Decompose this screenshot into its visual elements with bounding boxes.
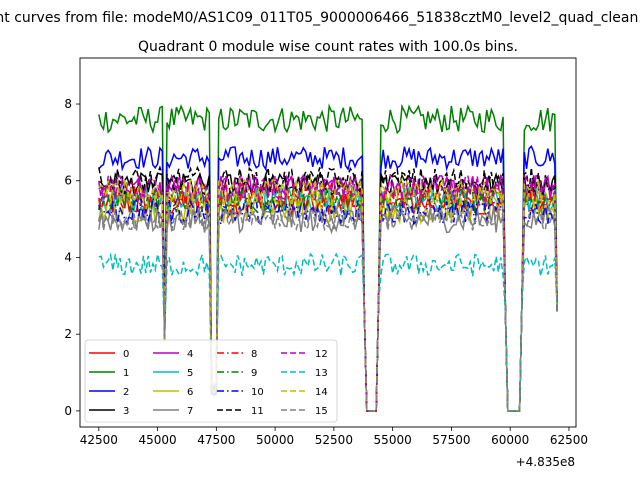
legend-box bbox=[84, 339, 338, 423]
series-line-9 bbox=[98, 184, 558, 412]
x-tick-label: 42500 bbox=[80, 433, 118, 447]
series-line-7 bbox=[98, 204, 558, 412]
legend-label-0: 0 bbox=[123, 349, 129, 360]
legend-label-12: 12 bbox=[315, 349, 328, 360]
legend-label-9: 9 bbox=[251, 368, 257, 379]
chart-title: Quadrant 0 module wise count rates with … bbox=[138, 39, 518, 55]
series-line-2 bbox=[98, 144, 558, 412]
legend-label-2: 2 bbox=[123, 387, 129, 398]
x-tick-label: 60000 bbox=[491, 433, 529, 447]
series-line-14 bbox=[98, 176, 558, 412]
series-line-15 bbox=[98, 205, 558, 412]
y-tick-label: 0 bbox=[64, 404, 72, 418]
series-line-12 bbox=[98, 172, 558, 412]
y-tick-label: 4 bbox=[64, 250, 72, 264]
legend-label-6: 6 bbox=[187, 387, 193, 398]
y-tick-label: 2 bbox=[64, 327, 72, 341]
legend-label-14: 14 bbox=[315, 387, 328, 398]
series-line-13 bbox=[98, 252, 558, 412]
legend-label-7: 7 bbox=[187, 406, 193, 417]
plot-frame bbox=[79, 57, 577, 428]
x-tick-label: 52500 bbox=[315, 433, 353, 447]
y-axis: 0 2 4 6 8 bbox=[64, 97, 80, 418]
series-line-1 bbox=[98, 103, 558, 412]
legend-label-11: 11 bbox=[251, 406, 264, 417]
series-layer bbox=[98, 103, 558, 412]
legend-label-15: 15 bbox=[315, 406, 328, 417]
legend-label-1: 1 bbox=[123, 368, 129, 379]
series-line-10 bbox=[98, 195, 558, 412]
legend-label-10: 10 bbox=[251, 387, 264, 398]
y-tick-label: 8 bbox=[64, 97, 72, 111]
x-axis: 42500 45000 47500 50000 52500 55000 57500 60000… bbox=[80, 427, 588, 447]
legend-label-8: 8 bbox=[251, 349, 257, 360]
x-tick-label: 50000 bbox=[256, 433, 294, 447]
x-tick-label: 62500 bbox=[550, 433, 588, 447]
file-title: Light curves from file: modeM0/AS1C09_01… bbox=[0, 10, 640, 26]
legend-label-5: 5 bbox=[187, 368, 193, 379]
x-offset-label: +4.835e8 bbox=[516, 455, 575, 469]
legend-label-4: 4 bbox=[187, 349, 193, 360]
x-tick-label: 57500 bbox=[432, 433, 470, 447]
x-tick-label: 55000 bbox=[374, 433, 412, 447]
x-tick-label: 47500 bbox=[197, 433, 235, 447]
y-tick-label: 6 bbox=[64, 174, 72, 188]
x-tick-label: 45000 bbox=[138, 433, 176, 447]
legend-label-13: 13 bbox=[315, 368, 328, 379]
legend-label-3: 3 bbox=[123, 406, 129, 417]
series-line-4 bbox=[98, 173, 558, 412]
